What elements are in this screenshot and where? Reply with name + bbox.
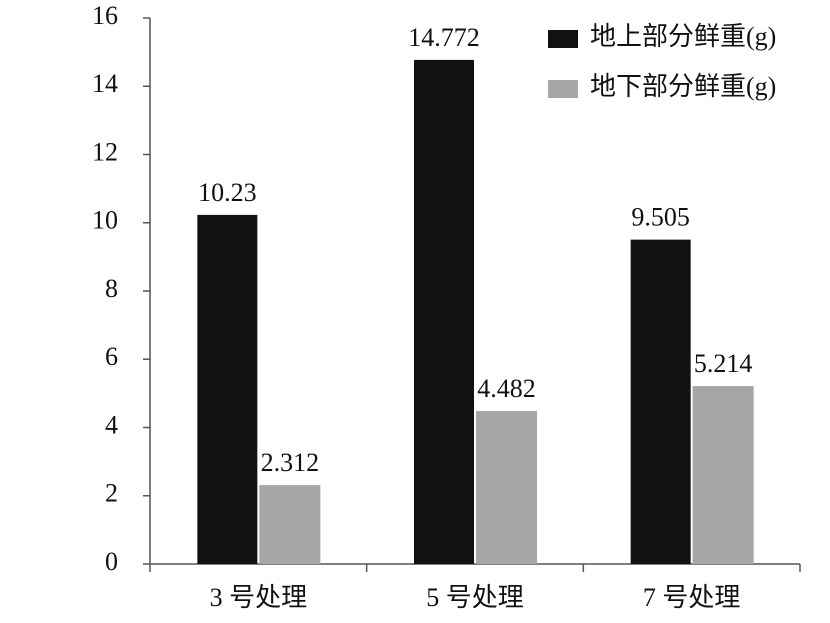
- y-tick-label: 12: [92, 137, 118, 166]
- bar: [630, 239, 691, 564]
- value-label: 4.482: [477, 374, 536, 403]
- y-tick-label: 8: [105, 274, 118, 303]
- value-label: 9.505: [631, 203, 690, 232]
- legend-swatch: [548, 30, 578, 48]
- value-label: 14.772: [408, 23, 480, 52]
- y-tick-label: 2: [105, 479, 118, 508]
- legend-label: 地下部分鲜重(g): [590, 72, 776, 101]
- y-tick-label: 4: [105, 410, 118, 439]
- legend-swatch: [548, 80, 578, 98]
- y-tick-label: 16: [92, 1, 118, 30]
- x-tick-label: 7 号处理: [643, 583, 741, 612]
- y-tick-label: 0: [105, 547, 118, 576]
- bar: [414, 59, 474, 565]
- y-tick-label: 6: [105, 342, 118, 371]
- y-tick-label: 10: [92, 206, 118, 235]
- bar: [476, 411, 537, 564]
- x-tick-label: 5 号处理: [426, 583, 524, 612]
- value-label: 10.23: [198, 178, 257, 207]
- bar: [692, 386, 754, 564]
- x-tick-label: 3 号处理: [210, 583, 308, 612]
- legend-label: 地上部分鲜重(g): [590, 22, 776, 51]
- bar: [197, 214, 258, 564]
- value-label: 5.214: [694, 349, 753, 378]
- bar: [259, 485, 321, 564]
- y-tick-label: 14: [92, 69, 118, 98]
- value-label: 2.312: [261, 448, 320, 477]
